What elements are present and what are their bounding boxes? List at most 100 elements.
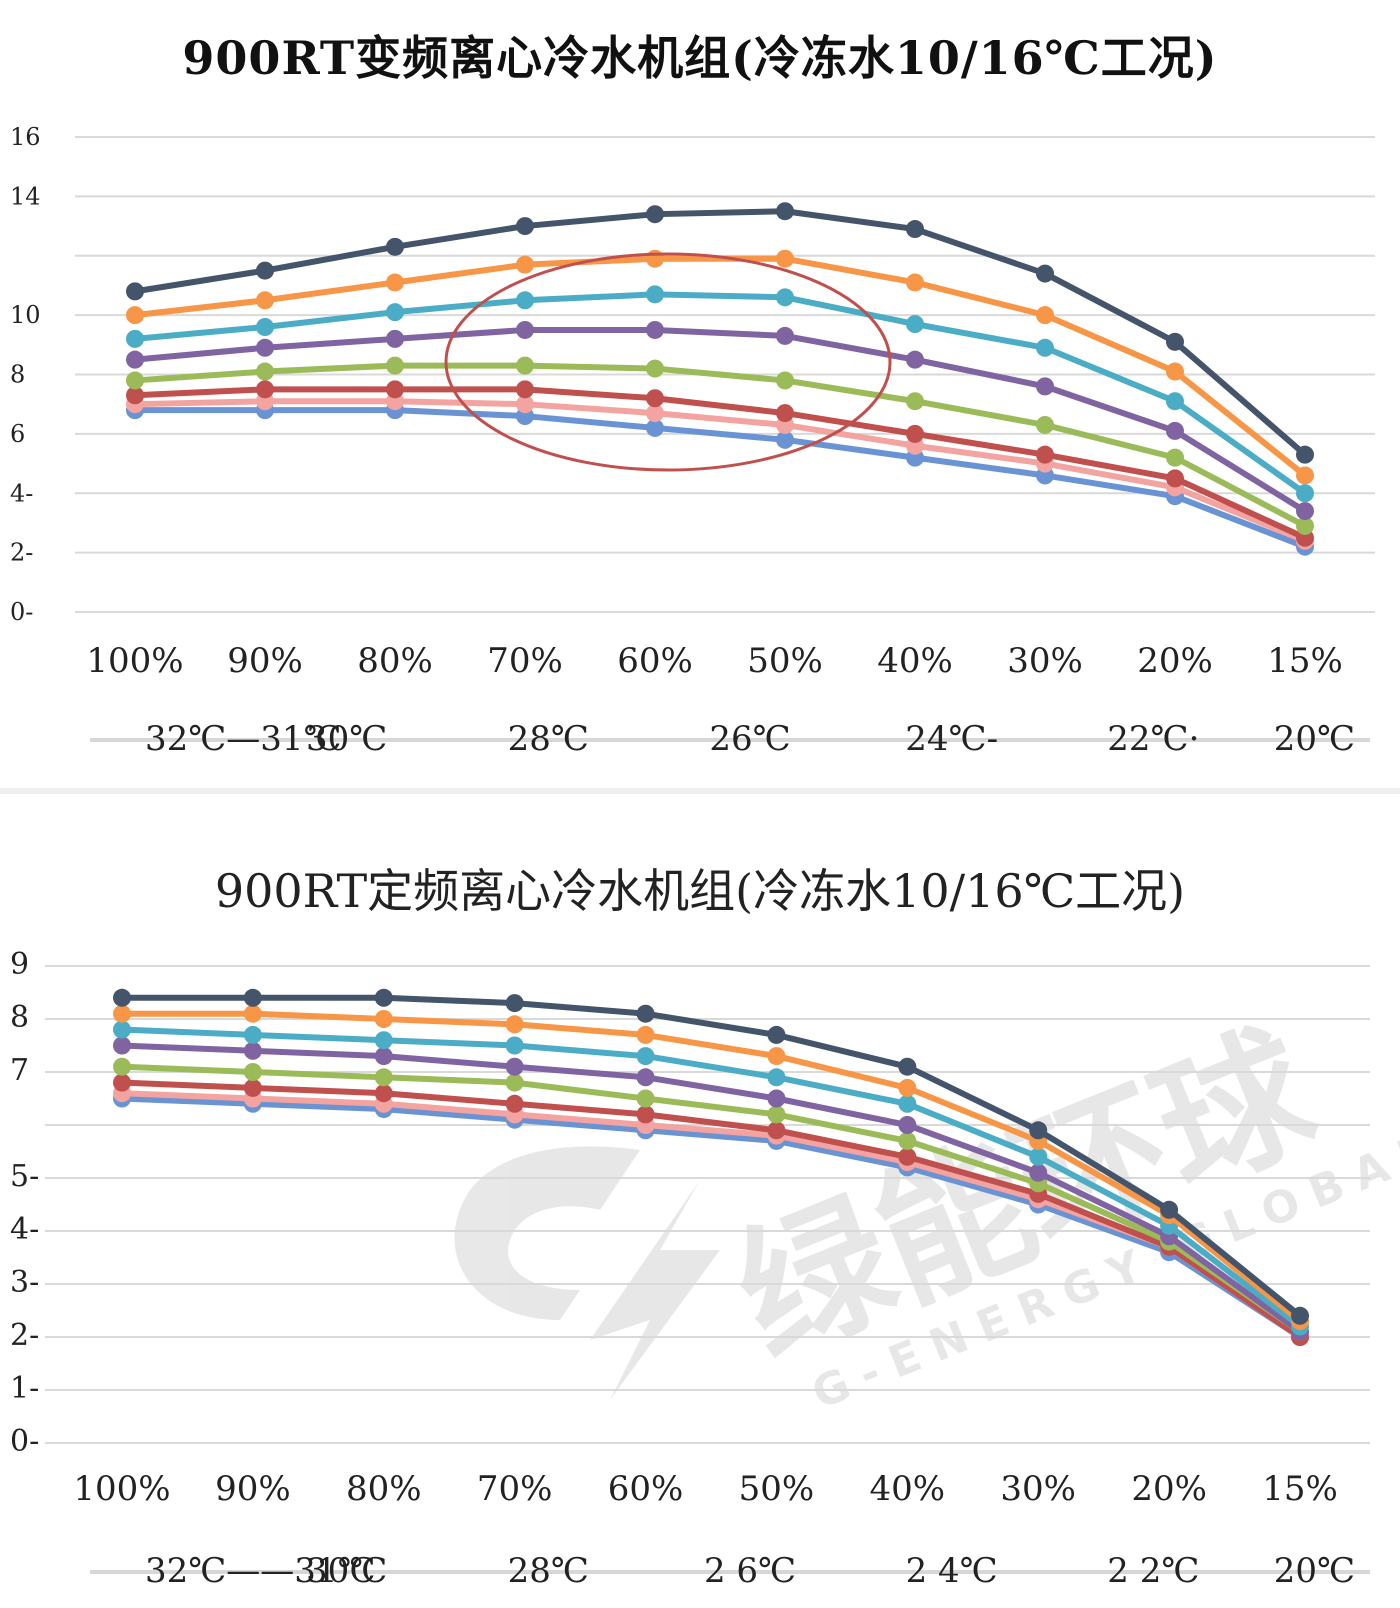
data-point	[1296, 445, 1314, 464]
data-point	[1166, 392, 1184, 411]
data-point	[113, 1057, 131, 1076]
series-line	[119, 1079, 1303, 1340]
x-tick-label: 50%	[747, 641, 823, 681]
series-line	[119, 1063, 1303, 1335]
data-point	[505, 1036, 524, 1055]
y-tick-label: 14	[10, 182, 41, 210]
data-point	[776, 288, 794, 307]
legend-label: 30℃	[306, 1551, 387, 1591]
data-point	[516, 380, 534, 399]
data-point	[516, 217, 534, 236]
y-tick-label: 5-	[10, 1159, 39, 1194]
data-point	[906, 273, 924, 292]
x-tick-label: 20%	[1137, 641, 1213, 681]
highlight-ellipse	[444, 252, 892, 472]
legend-label: 2 6℃	[704, 1551, 796, 1591]
y-tick-label: 8	[10, 361, 25, 389]
y-tick-label: 10	[10, 301, 41, 329]
data-point	[1036, 338, 1054, 357]
data-point	[386, 273, 404, 292]
data-point	[1166, 448, 1184, 467]
x-tick-label: 60%	[617, 641, 693, 681]
data-point	[505, 1015, 524, 1034]
data-point	[906, 220, 924, 239]
data-point	[113, 1036, 131, 1055]
data-point	[636, 1089, 655, 1108]
x-tick-label: 70%	[477, 1469, 553, 1509]
legend-label: 20℃	[1274, 719, 1355, 759]
data-point	[1166, 469, 1184, 488]
data-point	[636, 1105, 655, 1124]
y-tick-label: 2-	[10, 539, 33, 567]
data-point	[1036, 377, 1054, 396]
data-point	[906, 315, 924, 334]
data-point	[374, 1084, 393, 1103]
data-point	[243, 1041, 262, 1060]
data-point	[1296, 516, 1314, 535]
data-point	[1296, 484, 1314, 503]
y-tick-label: 6	[10, 420, 25, 448]
data-point	[243, 1004, 262, 1023]
legend-label: 2 4℃	[906, 1551, 998, 1591]
data-point	[776, 202, 794, 221]
data-point	[256, 318, 274, 336]
data-point	[1036, 306, 1054, 325]
series-line	[119, 994, 1303, 1319]
data-point	[636, 1047, 655, 1066]
data-point	[636, 1025, 655, 1044]
series-line	[132, 386, 1308, 541]
data-point	[516, 291, 534, 310]
chart-divider	[0, 788, 1400, 794]
data-point	[386, 303, 404, 322]
data-point	[243, 1025, 262, 1044]
series-line	[119, 1026, 1303, 1330]
x-tick-label: 100%	[86, 641, 183, 681]
data-point	[1036, 445, 1054, 464]
data-point	[505, 994, 524, 1013]
data-point	[386, 329, 404, 348]
y-tick-label: 0-	[10, 1424, 39, 1459]
x-tick-label: 100%	[73, 1469, 170, 1509]
data-point	[126, 386, 144, 405]
data-point	[1036, 415, 1054, 434]
x-tick-label: 60%	[608, 1469, 684, 1509]
x-tick-label: 70%	[487, 641, 563, 681]
data-point	[126, 329, 144, 348]
data-point	[516, 395, 534, 414]
series-line	[132, 398, 1308, 544]
data-point	[898, 1057, 917, 1076]
data-point	[505, 1073, 524, 1092]
data-point	[906, 424, 924, 443]
data-point	[243, 1078, 262, 1097]
data-point	[126, 371, 144, 390]
data-point	[1166, 332, 1184, 351]
x-tick-label: 90%	[215, 1469, 291, 1509]
y-tick-label: 4-	[10, 1212, 39, 1247]
x-tick-label: 15%	[1267, 641, 1343, 681]
y-tick-label: 3-	[10, 1265, 39, 1300]
series-line	[132, 291, 1308, 497]
top-chart-title: 900RT变频离心冷水机组(冷冻水10/16℃工况)	[182, 31, 1218, 85]
x-tick-label: 40%	[877, 641, 953, 681]
data-point	[898, 1147, 917, 1166]
data-point	[516, 356, 534, 375]
series-line	[132, 326, 1308, 515]
x-tick-label: 30%	[1007, 641, 1083, 681]
data-point	[256, 380, 274, 399]
data-point	[126, 306, 144, 325]
series-line	[132, 255, 1308, 479]
data-point	[767, 1047, 786, 1066]
data-point	[1029, 1121, 1048, 1140]
x-tick-label: 50%	[739, 1469, 815, 1509]
data-point	[898, 1116, 917, 1134]
x-tick-label: 20%	[1131, 1469, 1207, 1509]
data-point	[113, 988, 131, 1007]
data-point	[1029, 1163, 1048, 1182]
data-point	[1036, 264, 1054, 283]
legend-label: 2 2℃	[1107, 1551, 1199, 1591]
data-point	[256, 291, 274, 310]
legend-label: 26℃	[709, 719, 790, 759]
data-point	[256, 261, 274, 280]
data-point	[256, 338, 274, 357]
